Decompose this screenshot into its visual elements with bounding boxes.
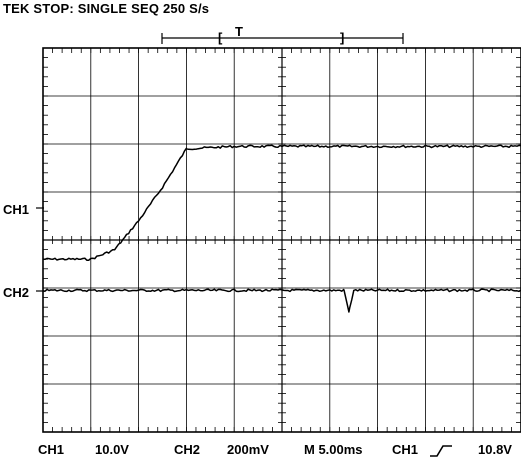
- ch1-footer-label: CH1: [38, 442, 65, 457]
- ch1-marker-label: CH1: [3, 202, 29, 217]
- trace-ch2: [42, 288, 521, 313]
- trigger-source: CH1: [392, 442, 419, 457]
- window-left-bracket: [: [218, 30, 223, 45]
- ch2-marker-label: CH2: [3, 285, 29, 300]
- ch1-scale: 10.0V: [95, 442, 129, 457]
- ch2-scale: 200mV: [227, 442, 269, 457]
- graticule: [42, 47, 521, 433]
- scope-status-title: TEK STOP: SINGLE SEQ 250 S/s: [3, 1, 210, 16]
- timebase: M 5.00ms: [304, 442, 363, 457]
- waveform-traces: [42, 144, 521, 313]
- rising-edge-icon: [430, 445, 452, 457]
- trace-ch1: [42, 144, 521, 261]
- ch2-footer-label: CH2: [174, 442, 201, 457]
- trigger-level: 10.8V: [478, 442, 512, 457]
- trigger-position-bar: [ ] T: [161, 24, 404, 45]
- trigger-marker: T: [235, 24, 243, 39]
- window-right-bracket: ]: [340, 30, 344, 45]
